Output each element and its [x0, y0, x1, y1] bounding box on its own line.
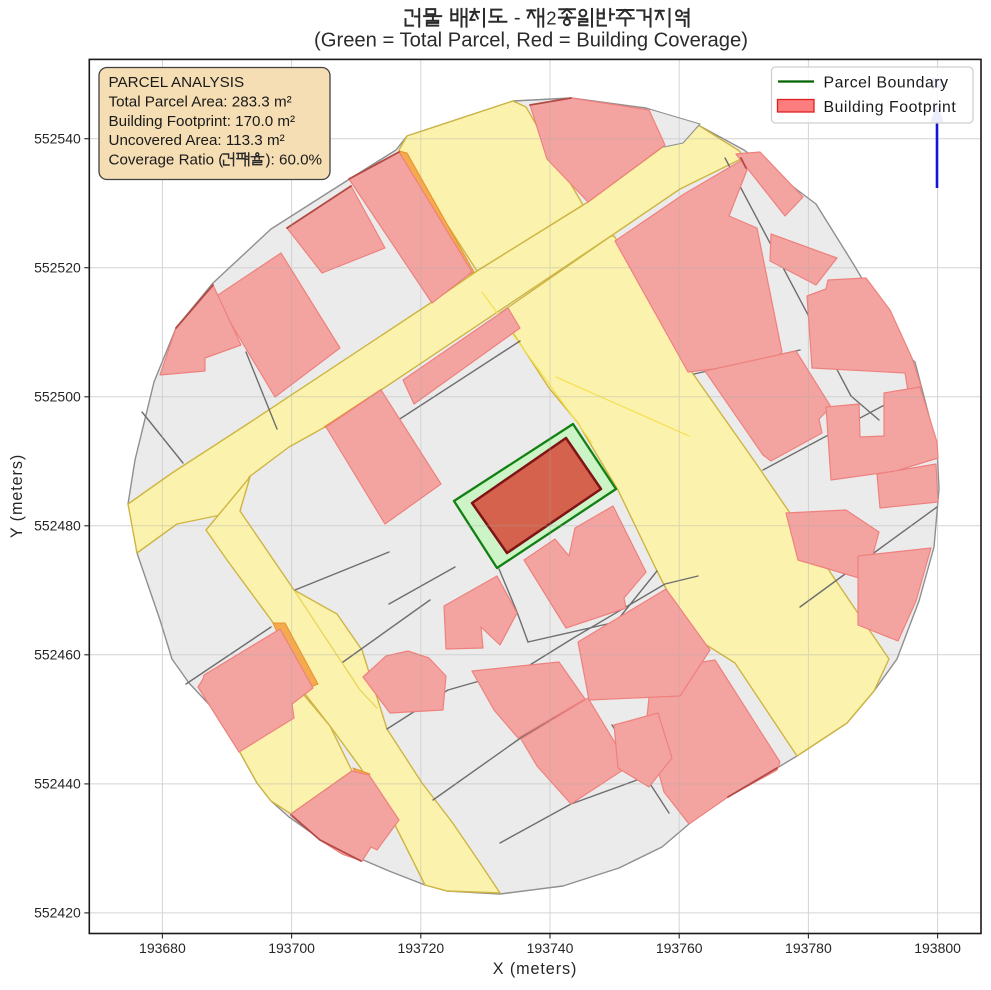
svg-text:PARCEL ANALYSIS: PARCEL ANALYSIS: [109, 74, 245, 91]
svg-text:552440: 552440: [34, 776, 81, 792]
svg-text:Coverage Ratio (: Coverage Ratio (: [109, 152, 224, 169]
svg-text:Total Parcel Area: 283.3 m²: Total Parcel Area: 283.3 m²: [109, 93, 292, 110]
svg-text:552500: 552500: [34, 389, 81, 405]
svg-text:193780: 193780: [785, 940, 832, 956]
svg-text:552420: 552420: [34, 905, 81, 921]
svg-text:193680: 193680: [139, 940, 186, 956]
svg-text:193700: 193700: [268, 940, 315, 956]
svg-text:Building Footprint: Building Footprint: [824, 99, 957, 116]
svg-text:): 60.0%: ): 60.0%: [266, 152, 323, 169]
svg-text:552460: 552460: [34, 647, 81, 663]
svg-text:Uncovered Area: 113.3 m²: Uncovered Area: 113.3 m²: [109, 132, 285, 149]
svg-text:193740: 193740: [527, 940, 574, 956]
svg-text:-: -: [514, 7, 521, 29]
svg-text:193720: 193720: [397, 940, 444, 956]
svg-text:Building Footprint: 170.0 m²: Building Footprint: 170.0 m²: [109, 113, 296, 130]
svg-text:552540: 552540: [34, 131, 81, 147]
svg-text:2: 2: [546, 8, 556, 29]
svg-text:Y (meters): Y (meters): [8, 454, 26, 538]
svg-text:Parcel Boundary: Parcel Boundary: [824, 75, 949, 92]
svg-text:193760: 193760: [656, 940, 703, 956]
svg-text:552520: 552520: [34, 260, 81, 276]
svg-text:552480: 552480: [34, 518, 81, 534]
svg-text:(Green = Total Parcel, Red = B: (Green = Total Parcel, Red = Building Co…: [314, 30, 748, 52]
svg-text:193800: 193800: [914, 940, 961, 956]
svg-text:X (meters): X (meters): [493, 960, 578, 978]
